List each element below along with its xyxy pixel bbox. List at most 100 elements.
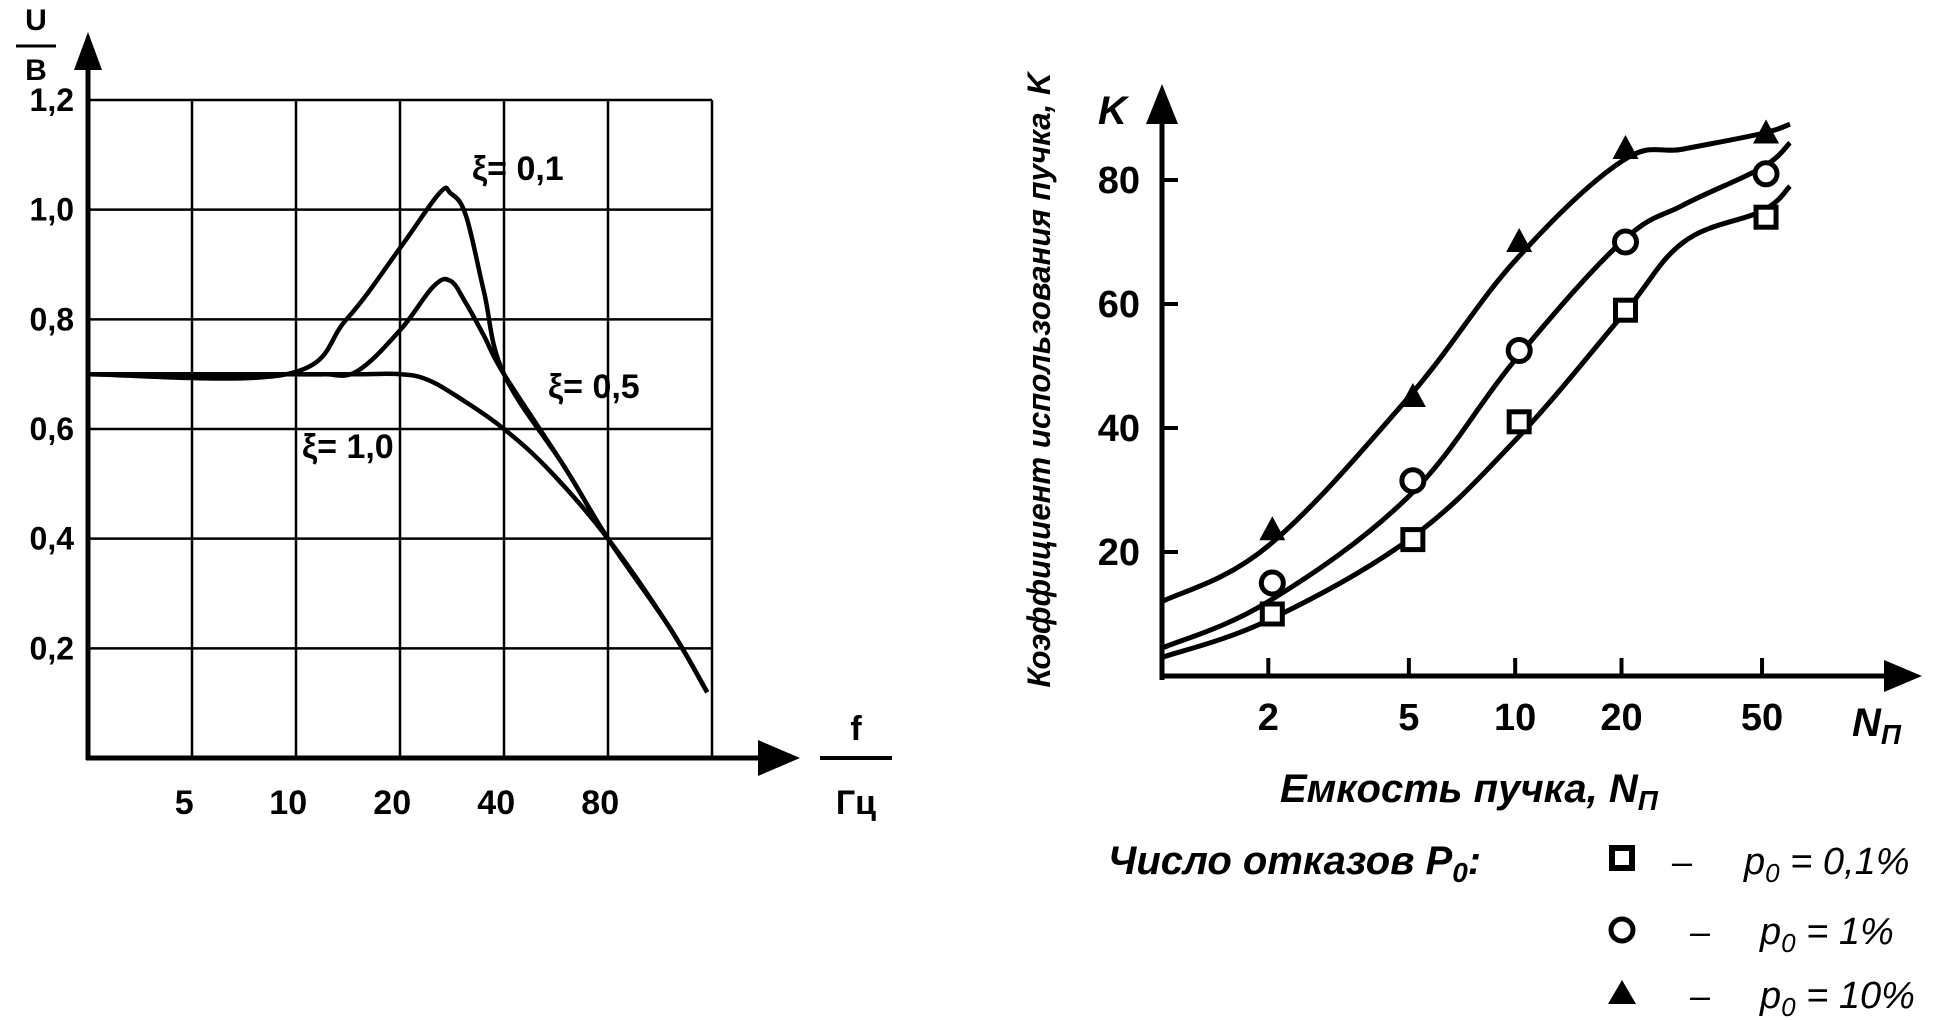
x-tick-label: 20 <box>1600 697 1642 739</box>
y-tick-label: 60 <box>1098 284 1140 326</box>
legend-label: p0 = 10% <box>1759 975 1915 1020</box>
marker-triangle <box>1399 383 1426 407</box>
y-axis-symbol: K <box>1098 89 1130 133</box>
x-axis-title-main: Емкость пучка, N <box>1280 767 1639 811</box>
y-tick-label: 1,2 <box>30 82 74 118</box>
legend-label: p0 = 1% <box>1759 911 1894 958</box>
legend-dash: – <box>1689 975 1711 1016</box>
legend-item-0: – p0 = 0,1% <box>1609 841 1910 888</box>
legend-label: p0 = 0,1% <box>1743 841 1910 888</box>
legend: Число отказов P0: – p0 = 0,1% – p0 = 1% … <box>1108 839 1915 1020</box>
marker-triangle <box>1612 135 1639 159</box>
x-tick-labels: 5 10 20 40 80 <box>175 784 619 822</box>
legend-label-prefix: p <box>1743 841 1765 883</box>
y-tick-label: 20 <box>1098 532 1140 574</box>
legend-label-prefix: p <box>1759 975 1781 1017</box>
y-axis-arrow <box>74 32 102 70</box>
legend-label-sub: 0 <box>1781 992 1796 1020</box>
legend-label-sub: 0 <box>1765 858 1780 888</box>
legend-label-value: = 0,1% <box>1780 841 1910 883</box>
y-tick-labels: 0,2 0,4 0,6 0,8 1,0 1,2 <box>30 82 75 666</box>
x-tick-labels: 2 5 10 20 50 <box>1258 697 1783 739</box>
y-tick-label: 1,0 <box>30 192 74 228</box>
legend-label-value: = 1% <box>1796 911 1894 953</box>
fitted-curves <box>1160 121 1792 660</box>
y-tick-label: 0,6 <box>30 411 74 447</box>
marker-triangle <box>1259 516 1286 541</box>
marker-circle <box>1611 228 1639 256</box>
legend-marker-circle <box>1608 916 1636 944</box>
data-markers <box>1258 119 1780 627</box>
legend-title-sub: 0 <box>1452 857 1468 888</box>
annotation-xi-0-1: ξ= 0,1 <box>472 150 564 188</box>
frequency-response-chart: U B f Гц 0,2 0,4 0,6 0,8 1,0 1,2 5 10 20 40 80 ξ=… <box>16 4 892 822</box>
marker-square <box>1612 297 1638 323</box>
curve-annotations: ξ= 0,1 ξ= 0,5 ξ= 1,0 <box>302 150 640 466</box>
grid-lines <box>88 98 714 758</box>
marker-circle <box>1505 337 1533 364</box>
legend-label-value: = 10% <box>1796 975 1915 1017</box>
y-tick-label: 0,8 <box>30 301 74 337</box>
axes <box>1146 84 1922 692</box>
y-label-bottom: B <box>25 54 47 87</box>
x-tick-label: 5 <box>175 784 194 822</box>
marker-circle <box>1399 467 1427 495</box>
legend-title-main: Число отказов P <box>1108 839 1453 883</box>
x-tick-label: 20 <box>373 784 411 822</box>
legend-label-sub: 0 <box>1781 928 1796 958</box>
x-tick-label: 2 <box>1258 697 1279 739</box>
marker-square <box>1259 601 1285 627</box>
y-label-top: U <box>25 4 47 37</box>
y-tick-label: 0,4 <box>30 521 75 557</box>
marker-square <box>1400 527 1426 553</box>
marker-circle <box>1258 569 1286 597</box>
legend-marker-square <box>1609 845 1635 871</box>
x-tick-label: 50 <box>1741 697 1783 739</box>
x-axis-symbol-main: N <box>1852 701 1882 745</box>
x-tick-label: 5 <box>1398 697 1419 739</box>
legend-marker-triangle <box>1608 980 1636 1004</box>
marker-triangle <box>1506 228 1533 252</box>
x-axis-symbol-sub: П <box>1881 719 1902 750</box>
marker-square <box>1506 409 1532 435</box>
x-tick-label: 80 <box>581 784 619 822</box>
y-tick-label: 0,2 <box>30 630 74 666</box>
axes <box>16 32 892 776</box>
marker-triangle <box>1753 119 1780 144</box>
x-tick-label: 40 <box>477 784 515 822</box>
x-axis-arrow <box>758 740 800 776</box>
x-axis-title-sub: П <box>1638 785 1659 816</box>
annotation-xi-1-0: ξ= 1,0 <box>302 428 394 466</box>
legend-item-2: – p0 = 10% <box>1608 975 1915 1020</box>
marker-circle <box>1752 160 1780 188</box>
x-axis-symbol: NП <box>1852 701 1902 750</box>
x-tick-label: 10 <box>269 784 307 822</box>
legend-title-colon: : <box>1468 839 1481 883</box>
series-line-1 <box>88 276 710 694</box>
series-lines <box>87 185 710 694</box>
y-tick-label: 40 <box>1098 408 1140 450</box>
y-axis-arrow <box>1146 84 1178 124</box>
x-tick-label: 10 <box>1494 697 1536 739</box>
annotation-xi-0-5: ξ= 0,5 <box>548 368 640 406</box>
x-axis-title: Емкость пучка, NП <box>1280 767 1659 816</box>
x-label-bottom: Гц <box>836 784 876 822</box>
legend-dash: – <box>1671 841 1693 882</box>
series-line-0 <box>87 185 710 694</box>
y-axis-title: Коэффициент использования пучка, K <box>1021 70 1057 688</box>
legend-dash: – <box>1689 911 1711 952</box>
y-tick-label: 80 <box>1098 160 1140 202</box>
x-label-top: f <box>850 710 862 748</box>
fitted-curve-2 <box>1160 121 1791 604</box>
series-line-2 <box>88 371 710 694</box>
legend-title: Число отказов P0: <box>1108 839 1481 888</box>
x-axis-arrow <box>1884 660 1922 692</box>
marker-square <box>1753 204 1779 230</box>
fitted-curve-1 <box>1160 140 1792 651</box>
bundle-utilization-chart: Коэффициент использования пучка, K K 204… <box>1021 70 1922 1020</box>
legend-label-prefix: p <box>1759 911 1781 953</box>
y-tick-labels: 20 40 60 80 <box>1098 160 1140 574</box>
legend-item-1: – p0 = 1% <box>1608 911 1894 958</box>
fitted-curve-0 <box>1161 184 1792 660</box>
